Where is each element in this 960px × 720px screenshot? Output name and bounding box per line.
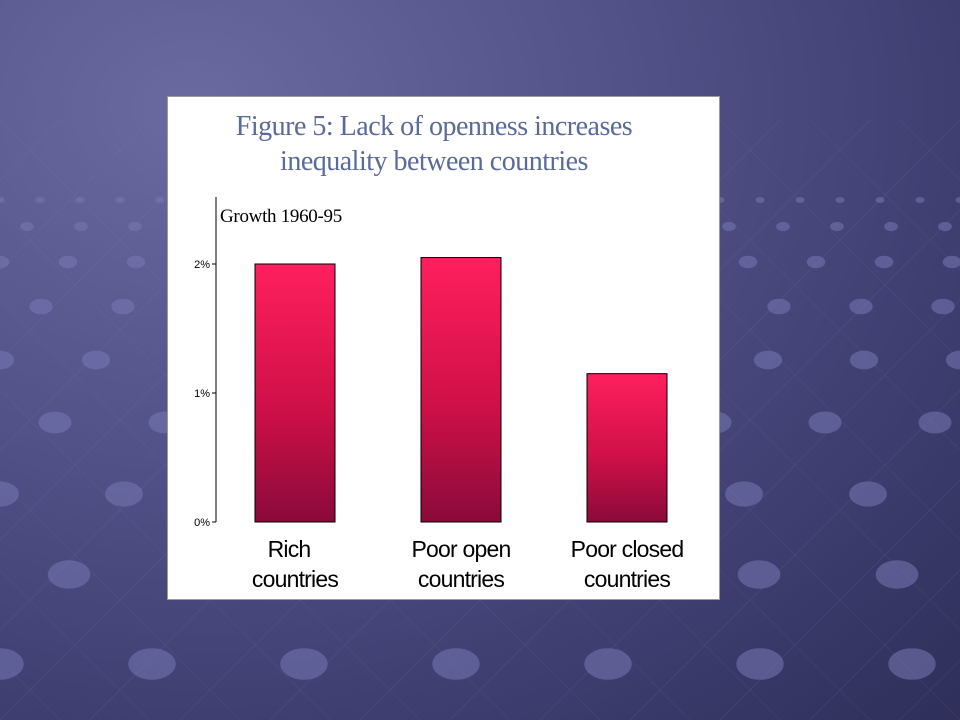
- background-dot: [875, 560, 919, 589]
- background-dot: [875, 197, 885, 203]
- background-dot: [736, 648, 784, 680]
- category-labels: Rich countries Poor open countries Poor clos…: [252, 536, 684, 592]
- background-dot: [915, 197, 925, 203]
- background-dot: [128, 221, 142, 232]
- background-dot: [584, 648, 632, 680]
- bar: [420, 257, 502, 523]
- background-line: [0, 119, 241, 361]
- category-label: Poor open: [412, 536, 511, 562]
- background-dot: [849, 298, 873, 315]
- background-dot: [58, 255, 78, 269]
- background-dot: [111, 298, 135, 315]
- background-dot: [808, 411, 842, 434]
- background-dot: [105, 481, 143, 507]
- background-dot: [75, 197, 85, 203]
- background-dot: [835, 197, 845, 203]
- background-dot: [47, 560, 91, 589]
- background-dot: [0, 481, 19, 507]
- background-dot: [126, 255, 146, 269]
- background-line: [809, 119, 960, 271]
- background-dot: [849, 350, 879, 370]
- background-dot: [20, 221, 34, 232]
- background-dot: [0, 197, 5, 203]
- bar: [254, 263, 336, 523]
- background-line: [719, 119, 960, 361]
- chart-title-line-2: inequality between countries: [280, 146, 588, 177]
- background-dot: [767, 298, 791, 315]
- background-dot: [938, 221, 952, 232]
- background-line: [0, 479, 241, 720]
- y-tick-label: 2%: [194, 259, 210, 271]
- category-label: Poor closed: [571, 536, 684, 562]
- background-dot: [0, 350, 15, 370]
- background-dot: [115, 197, 125, 203]
- background-dot: [38, 411, 72, 434]
- background-dot: [74, 221, 88, 232]
- category-label: Rich: [268, 536, 311, 562]
- y-tick-label: 0%: [194, 517, 210, 529]
- background-dot: [722, 221, 736, 232]
- background-dot: [945, 350, 960, 370]
- bar-chart: Figure 5: Lack of openness increases ine…: [194, 111, 684, 592]
- background-dot: [753, 350, 783, 370]
- background-line: [0, 569, 151, 720]
- background-dot: [884, 221, 898, 232]
- background-dot: [776, 221, 790, 232]
- y-axis-label: Growth 1960-95: [220, 206, 342, 227]
- background-dot: [155, 197, 165, 203]
- background-dot: [942, 255, 960, 269]
- background-dot: [29, 298, 53, 315]
- background-dot: [0, 648, 24, 680]
- background-dot: [128, 648, 176, 680]
- background-dot: [35, 197, 45, 203]
- background-dot: [918, 411, 952, 434]
- chart-title-line-1: Figure 5: Lack of openness increases: [236, 111, 632, 142]
- background-dot: [830, 221, 844, 232]
- background-dot: [849, 481, 887, 507]
- background-dot: [888, 648, 936, 680]
- category-label: countries: [252, 566, 338, 592]
- background-line: [0, 389, 331, 720]
- background-dot: [432, 648, 480, 680]
- background-dot: [955, 197, 960, 203]
- bars: [254, 257, 668, 523]
- category-label: countries: [418, 566, 504, 592]
- background-line: [809, 569, 960, 720]
- background-dot: [806, 255, 826, 269]
- background-dot: [755, 197, 765, 203]
- y-axis-ticks: 0% 1% 2%: [194, 259, 216, 529]
- bar: [586, 373, 668, 523]
- background-line: [0, 119, 151, 271]
- background-dot: [795, 197, 805, 203]
- background-dot: [280, 648, 328, 680]
- background-dot: [737, 560, 781, 589]
- background-line: [449, 209, 960, 720]
- background-dot: [874, 255, 894, 269]
- background-dot: [725, 481, 763, 507]
- background-line: [0, 299, 421, 720]
- y-tick-label: 1%: [194, 388, 210, 400]
- background-line: [719, 479, 960, 720]
- background-dot: [0, 255, 10, 269]
- background-dot: [81, 350, 111, 370]
- category-label: countries: [584, 566, 670, 592]
- background-dot: [931, 298, 955, 315]
- background-dot: [738, 255, 758, 269]
- chart-figure: Figure 5: Lack of openness increases ine…: [167, 96, 720, 600]
